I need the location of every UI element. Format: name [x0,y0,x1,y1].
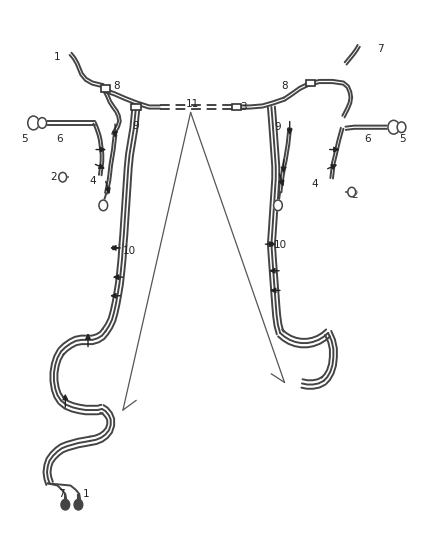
Text: 4: 4 [89,176,95,187]
Text: 11: 11 [186,99,199,109]
Text: 4: 4 [312,179,318,189]
Circle shape [28,116,39,130]
Text: 2: 2 [50,172,57,182]
Circle shape [59,172,67,182]
Text: 10: 10 [123,246,136,255]
Text: 5: 5 [21,134,28,144]
Circle shape [99,200,108,211]
Text: 1: 1 [54,52,61,61]
Circle shape [388,120,399,134]
Text: 6: 6 [364,134,371,144]
FancyBboxPatch shape [101,85,110,92]
FancyBboxPatch shape [131,104,141,110]
Text: 7: 7 [377,44,384,53]
Text: 8: 8 [281,81,288,91]
Circle shape [348,187,356,197]
Text: 9: 9 [275,122,281,132]
Circle shape [61,499,70,510]
Text: 2: 2 [351,190,358,200]
Text: 6: 6 [57,134,63,144]
Text: 1: 1 [82,489,89,499]
Text: 10: 10 [274,240,287,250]
FancyBboxPatch shape [232,104,241,110]
Circle shape [397,122,406,133]
Text: 3: 3 [240,102,246,112]
Text: 7: 7 [59,489,65,499]
Text: 9: 9 [133,120,139,131]
Circle shape [74,499,83,510]
Text: 8: 8 [113,81,120,91]
Circle shape [274,200,283,211]
Circle shape [38,118,46,128]
Text: 5: 5 [399,134,406,144]
FancyBboxPatch shape [306,80,315,86]
